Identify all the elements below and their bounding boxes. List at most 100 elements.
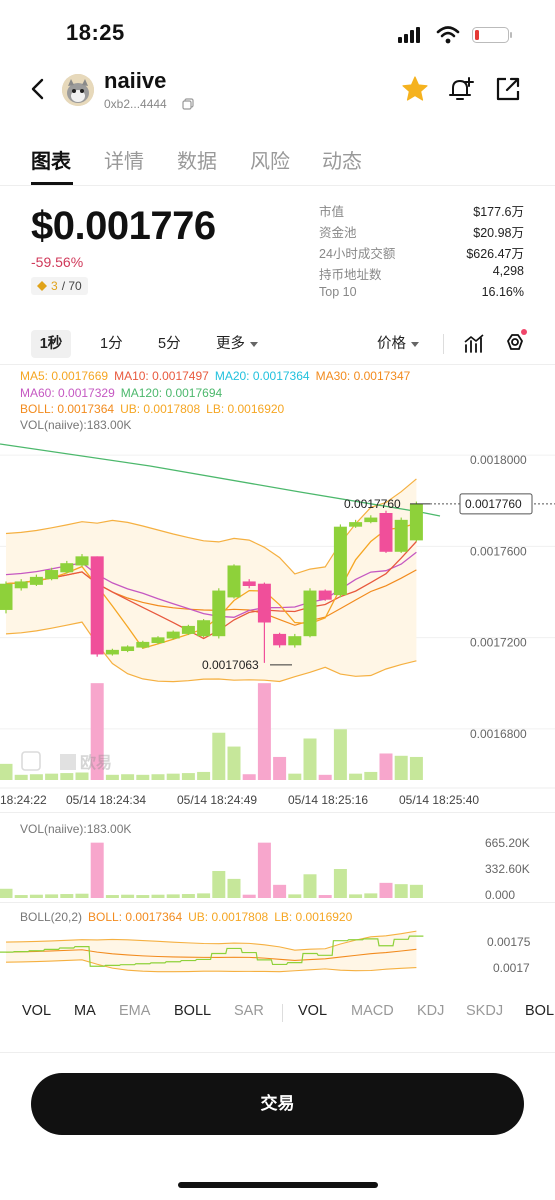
back-icon[interactable]: [26, 76, 52, 102]
ind-boll-sub[interactable]: BOLL: [525, 1003, 555, 1019]
volume-bar: [409, 756, 423, 780]
ma120-line: [0, 443, 441, 517]
ind-kdj[interactable]: KDJ: [417, 1003, 445, 1019]
candle-body: [181, 625, 195, 634]
tab-data[interactable]: 数据: [177, 151, 217, 173]
copy-icon[interactable]: [182, 98, 194, 110]
chevron-down-icon: [250, 341, 258, 347]
x-tick-label: 18:24:22: [0, 793, 47, 807]
home-indicator: [178, 1182, 378, 1188]
ind-vol-sub[interactable]: VOL: [298, 1003, 328, 1019]
ind-ma[interactable]: MA: [74, 1003, 96, 1019]
candle-body: [0, 583, 13, 610]
volume-bar: [45, 773, 59, 780]
volume-bar: [121, 774, 135, 780]
price-mode-select[interactable]: 价格: [377, 330, 419, 358]
volume-bar: [105, 774, 119, 780]
ma-legend-row2: MA60: 0.0017329 MA120: 0.0017694: [20, 386, 223, 400]
status-time: 18:25: [66, 20, 125, 45]
indicator-icon[interactable]: [463, 333, 485, 355]
ind-macd[interactable]: MACD: [351, 1003, 394, 1019]
ind-ema[interactable]: EMA: [119, 1003, 151, 1019]
ind-sar[interactable]: SAR: [234, 1003, 264, 1019]
boll-panel-area: [6, 931, 417, 972]
status-icons: [398, 26, 512, 44]
ind-vol[interactable]: VOL: [22, 1003, 52, 1019]
low-price-label: 0.0017063: [202, 658, 259, 672]
vol-panel-bar: [212, 870, 226, 898]
chart-settings-icon[interactable]: [501, 328, 529, 356]
alert-add-icon[interactable]: [447, 75, 475, 103]
timeframe-1s[interactable]: 1秒: [31, 330, 71, 358]
stat-top10: Top 10 16.16%: [319, 285, 524, 299]
candle-body: [45, 570, 59, 580]
rank-total: / 70: [61, 279, 82, 293]
volume-bar: [364, 771, 378, 780]
candle-body: [75, 556, 89, 566]
watermark-text: 欧易: [80, 753, 112, 772]
vol-panel-bar: [166, 894, 180, 898]
vol-panel-bar: [136, 895, 150, 898]
candle-body: [29, 576, 43, 585]
ind-skdj[interactable]: SKDJ: [466, 1003, 504, 1019]
x-tick-label: 05/14 18:24:34: [66, 793, 146, 807]
boll-panel-legend: BOLL(20,2) BOLL: 0.0017364 UB: 0.0017808 LB…: [20, 910, 353, 924]
tab-underline: [31, 182, 73, 185]
tab-risk[interactable]: 风险: [250, 151, 290, 173]
candle-body: [273, 633, 287, 646]
star-icon[interactable]: [401, 75, 429, 103]
timeframe-more[interactable]: 更多: [216, 330, 258, 358]
volume-bar: [349, 773, 363, 780]
volume-bar: [333, 729, 347, 780]
timeframe-5m[interactable]: 5分: [158, 336, 181, 352]
vol-panel-bar: [242, 894, 256, 898]
indicator-separator: [282, 1004, 283, 1022]
ma-legend-row1: MA5: 0.0017669 MA10: 0.0017497 MA20: 0.001…: [20, 369, 411, 383]
tabs-divider: [0, 185, 555, 186]
vol-panel-bar: [0, 888, 13, 898]
vol-panel-bar: [90, 842, 104, 898]
price-change: -59.56%: [31, 254, 84, 270]
boll-price-step-line: [0, 935, 424, 967]
rank-value: 3: [51, 279, 58, 293]
wifi-icon: [436, 26, 460, 44]
bottom-divider: [0, 1052, 555, 1053]
rank-badge[interactable]: 3 / 70: [31, 277, 88, 295]
ind-boll[interactable]: BOLL: [174, 1003, 212, 1019]
diamond-icon: [37, 281, 47, 291]
candlestick-chart[interactable]: 0.0018000 0.0017600 0.0017200 0.0016800 0.00…: [0, 430, 555, 810]
vol-panel-bar: [45, 894, 59, 898]
tab-details[interactable]: 详情: [104, 151, 144, 173]
high-price-label: 0.0017760: [344, 497, 401, 511]
candle-body: [136, 641, 150, 648]
timeframe-1m[interactable]: 1分: [100, 336, 123, 352]
vol-panel-bar: [181, 894, 195, 898]
candle-body: [303, 590, 317, 637]
trade-button[interactable]: 交易: [31, 1073, 524, 1135]
stat-volume-24h: 24小时成交额 $626.47万: [319, 247, 524, 261]
candle-body: [409, 503, 423, 541]
watermark-icon: [21, 751, 41, 771]
x-tick-label: 05/14 18:25:16: [288, 793, 368, 807]
volume-bar: [257, 683, 271, 780]
tab-activity[interactable]: 动态: [322, 151, 362, 173]
boll-tick-label: 0.0017: [493, 961, 530, 975]
vol-panel-bar: [75, 893, 89, 898]
share-icon[interactable]: [494, 75, 522, 103]
tab-chart[interactable]: 图表: [31, 151, 71, 173]
stat-holders: 持币地址数 4,298: [319, 264, 524, 282]
candle-body: [105, 649, 119, 655]
candle-body: [90, 556, 104, 655]
boll-chart[interactable]: 0.00175 0.0017: [0, 928, 555, 984]
boll-legend: BOLL: 0.0017364 UB: 0.0017808 LB: 0.001692…: [20, 402, 285, 416]
volume-bar: [303, 738, 317, 780]
volume-chart[interactable]: 665.20K 332.60K 0.000: [0, 836, 555, 902]
volume-bar: [136, 774, 150, 780]
stat-market-cap: 市值 $177.6万: [319, 205, 524, 219]
candle-body: [166, 631, 180, 639]
vol-panel-bar: [364, 893, 378, 898]
candle-body: [197, 620, 211, 637]
ma60-line: [5, 551, 417, 618]
volume-bar: [75, 772, 89, 780]
vol-panel-label: VOL(naiive):183.00K: [20, 822, 132, 836]
